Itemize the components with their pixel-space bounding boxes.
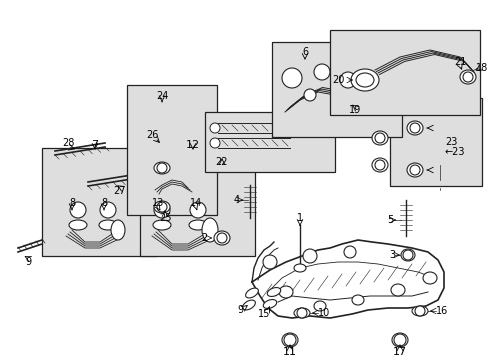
Bar <box>42 148 157 256</box>
Circle shape <box>343 246 355 258</box>
Ellipse shape <box>111 220 125 240</box>
Ellipse shape <box>279 286 292 298</box>
Circle shape <box>414 306 424 316</box>
Circle shape <box>157 163 167 173</box>
Text: 17: 17 <box>392 347 406 357</box>
Bar <box>127 85 217 215</box>
Ellipse shape <box>313 301 325 311</box>
Ellipse shape <box>351 295 363 305</box>
Text: 20: 20 <box>332 75 345 85</box>
Text: 12: 12 <box>185 140 200 150</box>
Text: 11: 11 <box>283 347 296 357</box>
Ellipse shape <box>245 288 258 298</box>
Circle shape <box>157 202 167 212</box>
Ellipse shape <box>371 158 387 172</box>
Circle shape <box>263 255 276 269</box>
Ellipse shape <box>459 70 475 84</box>
Circle shape <box>217 233 226 243</box>
Ellipse shape <box>391 333 407 347</box>
Text: 27: 27 <box>114 186 126 196</box>
Text: 8: 8 <box>69 198 75 208</box>
Text: ←23: ←23 <box>444 147 465 157</box>
Circle shape <box>190 202 205 218</box>
Circle shape <box>154 202 170 218</box>
Circle shape <box>100 202 116 218</box>
Text: 1: 1 <box>296 213 303 223</box>
Text: 24: 24 <box>156 91 168 101</box>
Ellipse shape <box>350 69 378 91</box>
Bar <box>140 148 254 256</box>
Text: 18: 18 <box>475 63 487 73</box>
Ellipse shape <box>263 300 276 309</box>
Ellipse shape <box>189 220 206 230</box>
Text: 13: 13 <box>152 198 164 208</box>
Circle shape <box>402 250 412 260</box>
Ellipse shape <box>411 306 427 316</box>
Text: 23: 23 <box>444 137 456 147</box>
Text: 3: 3 <box>388 250 394 260</box>
Text: 22: 22 <box>215 157 228 167</box>
Ellipse shape <box>293 264 305 272</box>
Text: 9: 9 <box>25 257 31 267</box>
Text: 8: 8 <box>101 198 107 208</box>
Text: 4: 4 <box>233 195 240 205</box>
Ellipse shape <box>406 121 422 135</box>
Circle shape <box>374 133 384 143</box>
Ellipse shape <box>69 220 87 230</box>
Circle shape <box>374 160 384 170</box>
Circle shape <box>70 202 86 218</box>
Text: 6: 6 <box>301 47 307 57</box>
Circle shape <box>284 334 295 346</box>
Ellipse shape <box>214 231 229 245</box>
Circle shape <box>462 72 472 82</box>
Ellipse shape <box>153 220 171 230</box>
Text: 28: 28 <box>61 138 74 148</box>
Circle shape <box>296 308 306 318</box>
Circle shape <box>303 249 316 263</box>
Text: 26: 26 <box>145 130 158 140</box>
Text: 7: 7 <box>91 140 99 150</box>
Text: 15: 15 <box>257 309 270 319</box>
Ellipse shape <box>371 131 387 145</box>
Circle shape <box>409 123 419 133</box>
Ellipse shape <box>406 163 422 177</box>
Text: 25: 25 <box>159 213 171 223</box>
Bar <box>271 42 401 137</box>
Circle shape <box>409 165 419 175</box>
Circle shape <box>304 89 315 101</box>
Text: 19: 19 <box>348 105 360 115</box>
Text: 10: 10 <box>317 308 329 318</box>
Ellipse shape <box>390 284 404 296</box>
Circle shape <box>209 123 220 133</box>
Bar <box>389 98 481 186</box>
Text: 9: 9 <box>237 305 243 315</box>
Circle shape <box>313 64 329 80</box>
Bar <box>329 30 479 115</box>
Ellipse shape <box>202 218 218 242</box>
Ellipse shape <box>154 201 170 213</box>
Ellipse shape <box>282 333 297 347</box>
Ellipse shape <box>400 249 414 261</box>
Circle shape <box>282 68 302 88</box>
Ellipse shape <box>422 272 436 284</box>
Ellipse shape <box>355 73 373 87</box>
Circle shape <box>339 72 355 88</box>
Text: 21: 21 <box>453 57 465 67</box>
Ellipse shape <box>99 220 117 230</box>
Circle shape <box>209 138 220 148</box>
Text: 14: 14 <box>189 198 202 208</box>
Ellipse shape <box>267 288 280 296</box>
Bar <box>204 112 334 172</box>
Ellipse shape <box>293 308 309 318</box>
Text: 5: 5 <box>386 215 392 225</box>
Text: 16: 16 <box>435 306 447 316</box>
Ellipse shape <box>154 162 170 174</box>
Circle shape <box>393 334 405 346</box>
Ellipse shape <box>242 300 255 310</box>
Text: 2: 2 <box>202 233 207 243</box>
